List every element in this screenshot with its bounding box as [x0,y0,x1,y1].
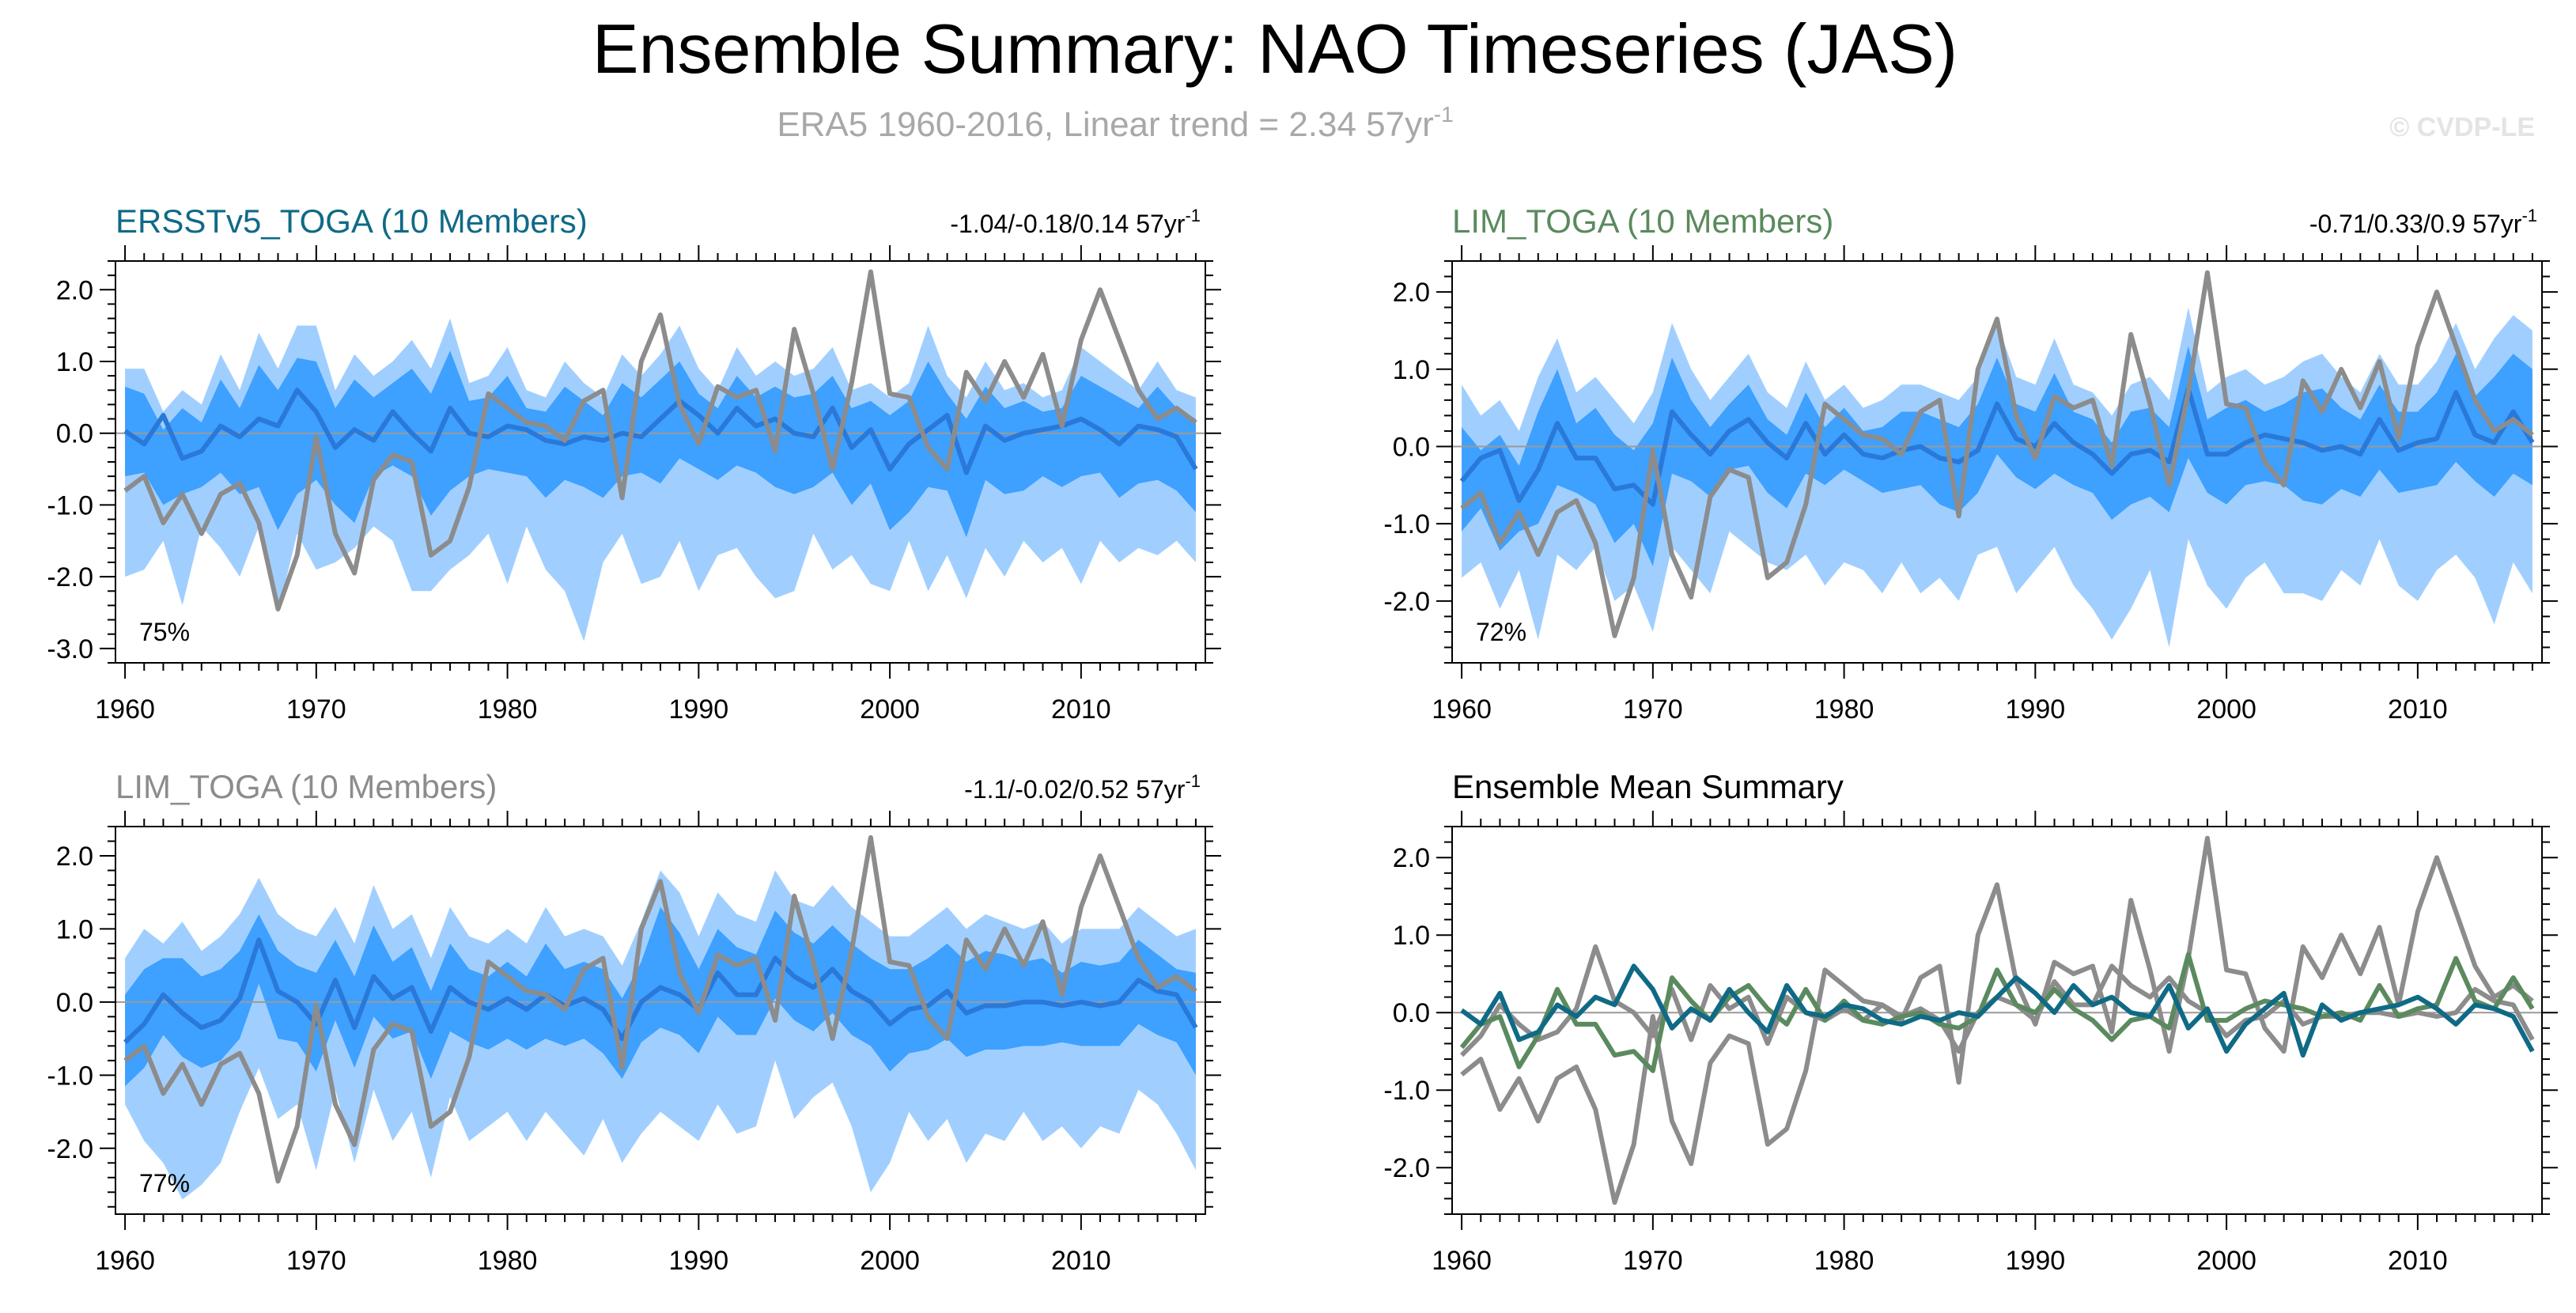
y-tick-label: -1.0 [47,1061,93,1091]
x-tick-label: 1970 [286,694,346,725]
series-line-observations [123,269,1197,611]
figure-title: Ensemble Summary: NAO Timeseries (JAS) [592,9,1958,88]
y-tick-label: 1.0 [1393,355,1430,385]
band-min-max [1462,307,2532,648]
x-tick-label: 1960 [1432,694,1492,725]
x-tick-label: 1970 [286,1246,346,1276]
band-interquartile [125,906,1196,1087]
x-tick-label: 1970 [1623,694,1683,725]
percent-label: 72% [1476,618,1526,646]
series-line-ersst [1460,963,2535,1058]
x-tick-label: 1980 [1814,694,1874,725]
x-tick-label: 2010 [1051,1246,1111,1276]
watermark: © CVDP-LE [2389,112,2535,142]
y-tick-label: 0.0 [56,988,93,1018]
subtitle-sup: -1 [1434,102,1454,127]
series-line-observations [123,834,1197,1184]
x-tick-label: 1990 [2006,694,2066,725]
x-tick-label: 1980 [1814,1246,1874,1276]
y-tick-label: -2.0 [1383,1153,1430,1183]
panel-trend: -1.1/-0.02/0.52 57yr-1 [964,771,1201,804]
x-tick-label: 1980 [478,694,538,725]
trend-sup: -1 [2521,206,2537,225]
x-tick-label: 1970 [1623,1246,1683,1276]
y-tick-label: -2.0 [47,562,93,592]
series-line-observations [1460,270,2534,638]
panel-ersstv5-toga: ERSSTv5_TOGA (10 Members) -1.04/-0.18/0.1… [47,202,1221,725]
series-line-ensemble-mean [1459,386,2535,507]
y-tick-label: 2.0 [56,842,93,872]
y-tick-label: 0.0 [56,419,93,449]
panel-lim-toga-gray: LIM_TOGA (10 Members) -1.1/-0.02/0.52 57y… [47,768,1221,1276]
x-tick-label: 1960 [1432,1246,1492,1276]
x-tick-label: 2000 [2196,1246,2256,1276]
trend-text: -1.04/-0.18/0.14 57yr [950,210,1185,238]
series-line-ensemble-mean [123,937,1198,1044]
y-tick-label: 1.0 [1393,921,1430,951]
y-tick-label: 2.0 [1393,278,1430,308]
panel-title: LIM_TOGA (10 Members) [1452,202,1833,240]
x-tick-label: 2000 [2196,694,2256,725]
series-line-ensemble-mean [123,388,1198,475]
y-tick-label: 1.0 [56,914,93,944]
y-tick-label: -1.0 [47,490,93,520]
panel-trend: -1.04/-0.18/0.14 57yr-1 [950,206,1201,238]
panel-ensemble-mean-summary: Ensemble Mean Summary 1960 1970 1980 1990 200… [1383,768,2558,1276]
y-tick-label: 2.0 [56,275,93,305]
panel-trend: -0.71/0.33/0.9 57yr-1 [2309,206,2537,238]
panel-title: LIM_TOGA (10 Members) [115,768,497,805]
x-tick-label: 1990 [2006,1246,2066,1276]
y-tick-label: 1.0 [56,347,93,377]
x-tick-label: 1980 [478,1246,538,1276]
panel-title: ERSSTv5_TOGA (10 Members) [115,202,588,240]
trend-sup: -1 [1185,206,1201,225]
subtitle-text: ERA5 1960-2016, Linear trend = 2.34 57yr [777,105,1433,144]
x-tick-label: 2000 [860,694,920,725]
y-tick-label: -1.0 [1383,509,1430,539]
trend-text: -1.1/-0.02/0.52 57yr [964,775,1186,804]
trend-sup: -1 [1185,771,1201,791]
x-tick-label: 2000 [860,1246,920,1276]
y-tick-label: 0.0 [1393,998,1430,1028]
panel-lim-toga-green: LIM_TOGA (10 Members) -0.71/0.33/0.9 57yr… [1383,202,2558,725]
y-tick-label: -2.0 [1383,587,1430,617]
series-line-observations [1460,835,2534,1205]
y-tick-label: -1.0 [1383,1076,1430,1106]
y-tick-label: 2.0 [1393,843,1430,873]
x-tick-label: 2010 [1051,694,1111,725]
series-line-lim [1459,952,2535,1073]
figure-subtitle: ERA5 1960-2016, Linear trend = 2.34 57yr… [777,102,1453,144]
x-tick-label: 1960 [95,694,155,725]
y-tick-label: -2.0 [47,1134,93,1164]
x-tick-label: 1990 [669,1246,729,1276]
panel-title: Ensemble Mean Summary [1452,768,1844,805]
x-tick-label: 1990 [669,694,729,725]
percent-label: 75% [139,618,190,646]
x-tick-label: 1960 [95,1246,155,1276]
y-tick-label: 0.0 [1393,432,1430,462]
x-tick-label: 2010 [2388,694,2448,725]
band-interquartile [125,350,1196,538]
percent-label: 77% [139,1169,190,1198]
x-tick-label: 2010 [2388,1246,2448,1276]
y-tick-label: -3.0 [47,634,93,664]
trend-text: -0.71/0.33/0.9 57yr [2309,210,2522,238]
band-min-max [125,870,1196,1200]
band-interquartile [1462,346,2532,566]
